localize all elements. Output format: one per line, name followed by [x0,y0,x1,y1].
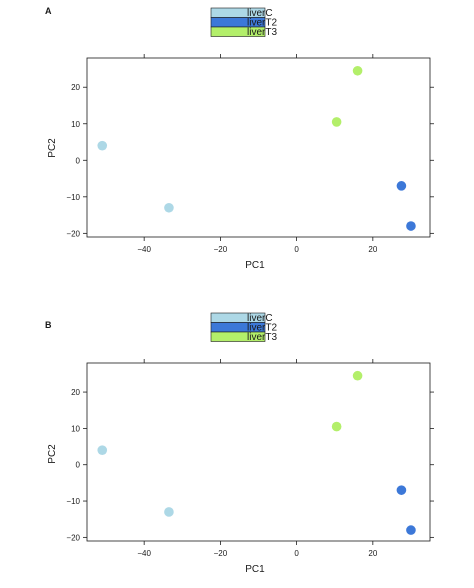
y-tick-label: 0 [76,156,81,165]
legend: liverC liverT2 liverT3 [210,312,277,343]
y-axis-label: PC2 [47,444,58,464]
legend-swatch-liverT3 [210,26,266,37]
data-point-liverT2 [406,525,416,535]
x-tick-label: 0 [294,549,299,558]
y-axis-label: PC2 [47,138,58,158]
chart-panel-a: A liverC liverT2 liverT3 PC1 PC2 −40 −20 0… [45,6,434,271]
data-point-liverC [164,202,174,213]
data-point-liverT2 [396,485,407,495]
x-axis-label: PC1 [245,564,265,575]
plot-frame [86,57,431,238]
legend-label-liverC: liverC [247,8,273,19]
y-tick-label: 20 [71,83,80,92]
legend-swatch-liverT3 [210,331,266,342]
x-tick-label: −20 [214,549,228,558]
y-tick-label: −10 [66,497,80,506]
y-tick-label: 10 [71,424,80,433]
plot-area: −40 −20 0 20 −20 −10 0 10 20 [66,54,434,254]
data-point-liverT3 [331,421,342,432]
legend-label-liverT3: liverT3 [247,332,277,343]
x-tick-label: −20 [214,245,228,254]
y-tick-label: −20 [66,229,80,238]
data-point-liverT3 [331,117,342,127]
legend-label-liverT3: liverT3 [247,27,277,38]
plot-frame [86,362,431,542]
y-tick-label: −20 [66,533,80,542]
data-point-liverT3 [352,65,363,76]
legend: liverC liverT2 liverT3 [210,7,277,38]
x-tick-label: 20 [368,245,377,254]
plot-area: −40 −20 0 20 −20 −10 0 10 20 [66,359,434,558]
panel-letter: B [45,320,52,330]
panel-letter: A [45,6,52,16]
data-point-liverC [164,507,174,517]
x-tick-label: 20 [368,549,377,558]
legend-label-liverT2: liverT2 [247,18,277,29]
y-tick-label: 10 [71,120,80,129]
legend-label-liverT2: liverT2 [247,323,277,334]
chart-panel-b: B liverC liverT2 liverT3 PC1 PC2 −40 −20 0… [45,312,434,575]
y-tick-label: 0 [76,461,81,470]
y-tick-label: 20 [71,388,80,397]
data-point-liverT2 [406,221,416,231]
legend-label-liverC: liverC [247,313,273,324]
data-point-liverC [97,140,108,151]
x-tick-label: 0 [294,245,299,254]
data-point-liverC [97,445,108,455]
x-axis-label: PC1 [245,260,265,271]
x-tick-label: −40 [137,549,151,558]
data-point-liverT3 [352,370,363,381]
y-tick-label: −10 [66,193,80,202]
data-point-liverT2 [396,181,407,191]
x-tick-label: −40 [137,245,151,254]
